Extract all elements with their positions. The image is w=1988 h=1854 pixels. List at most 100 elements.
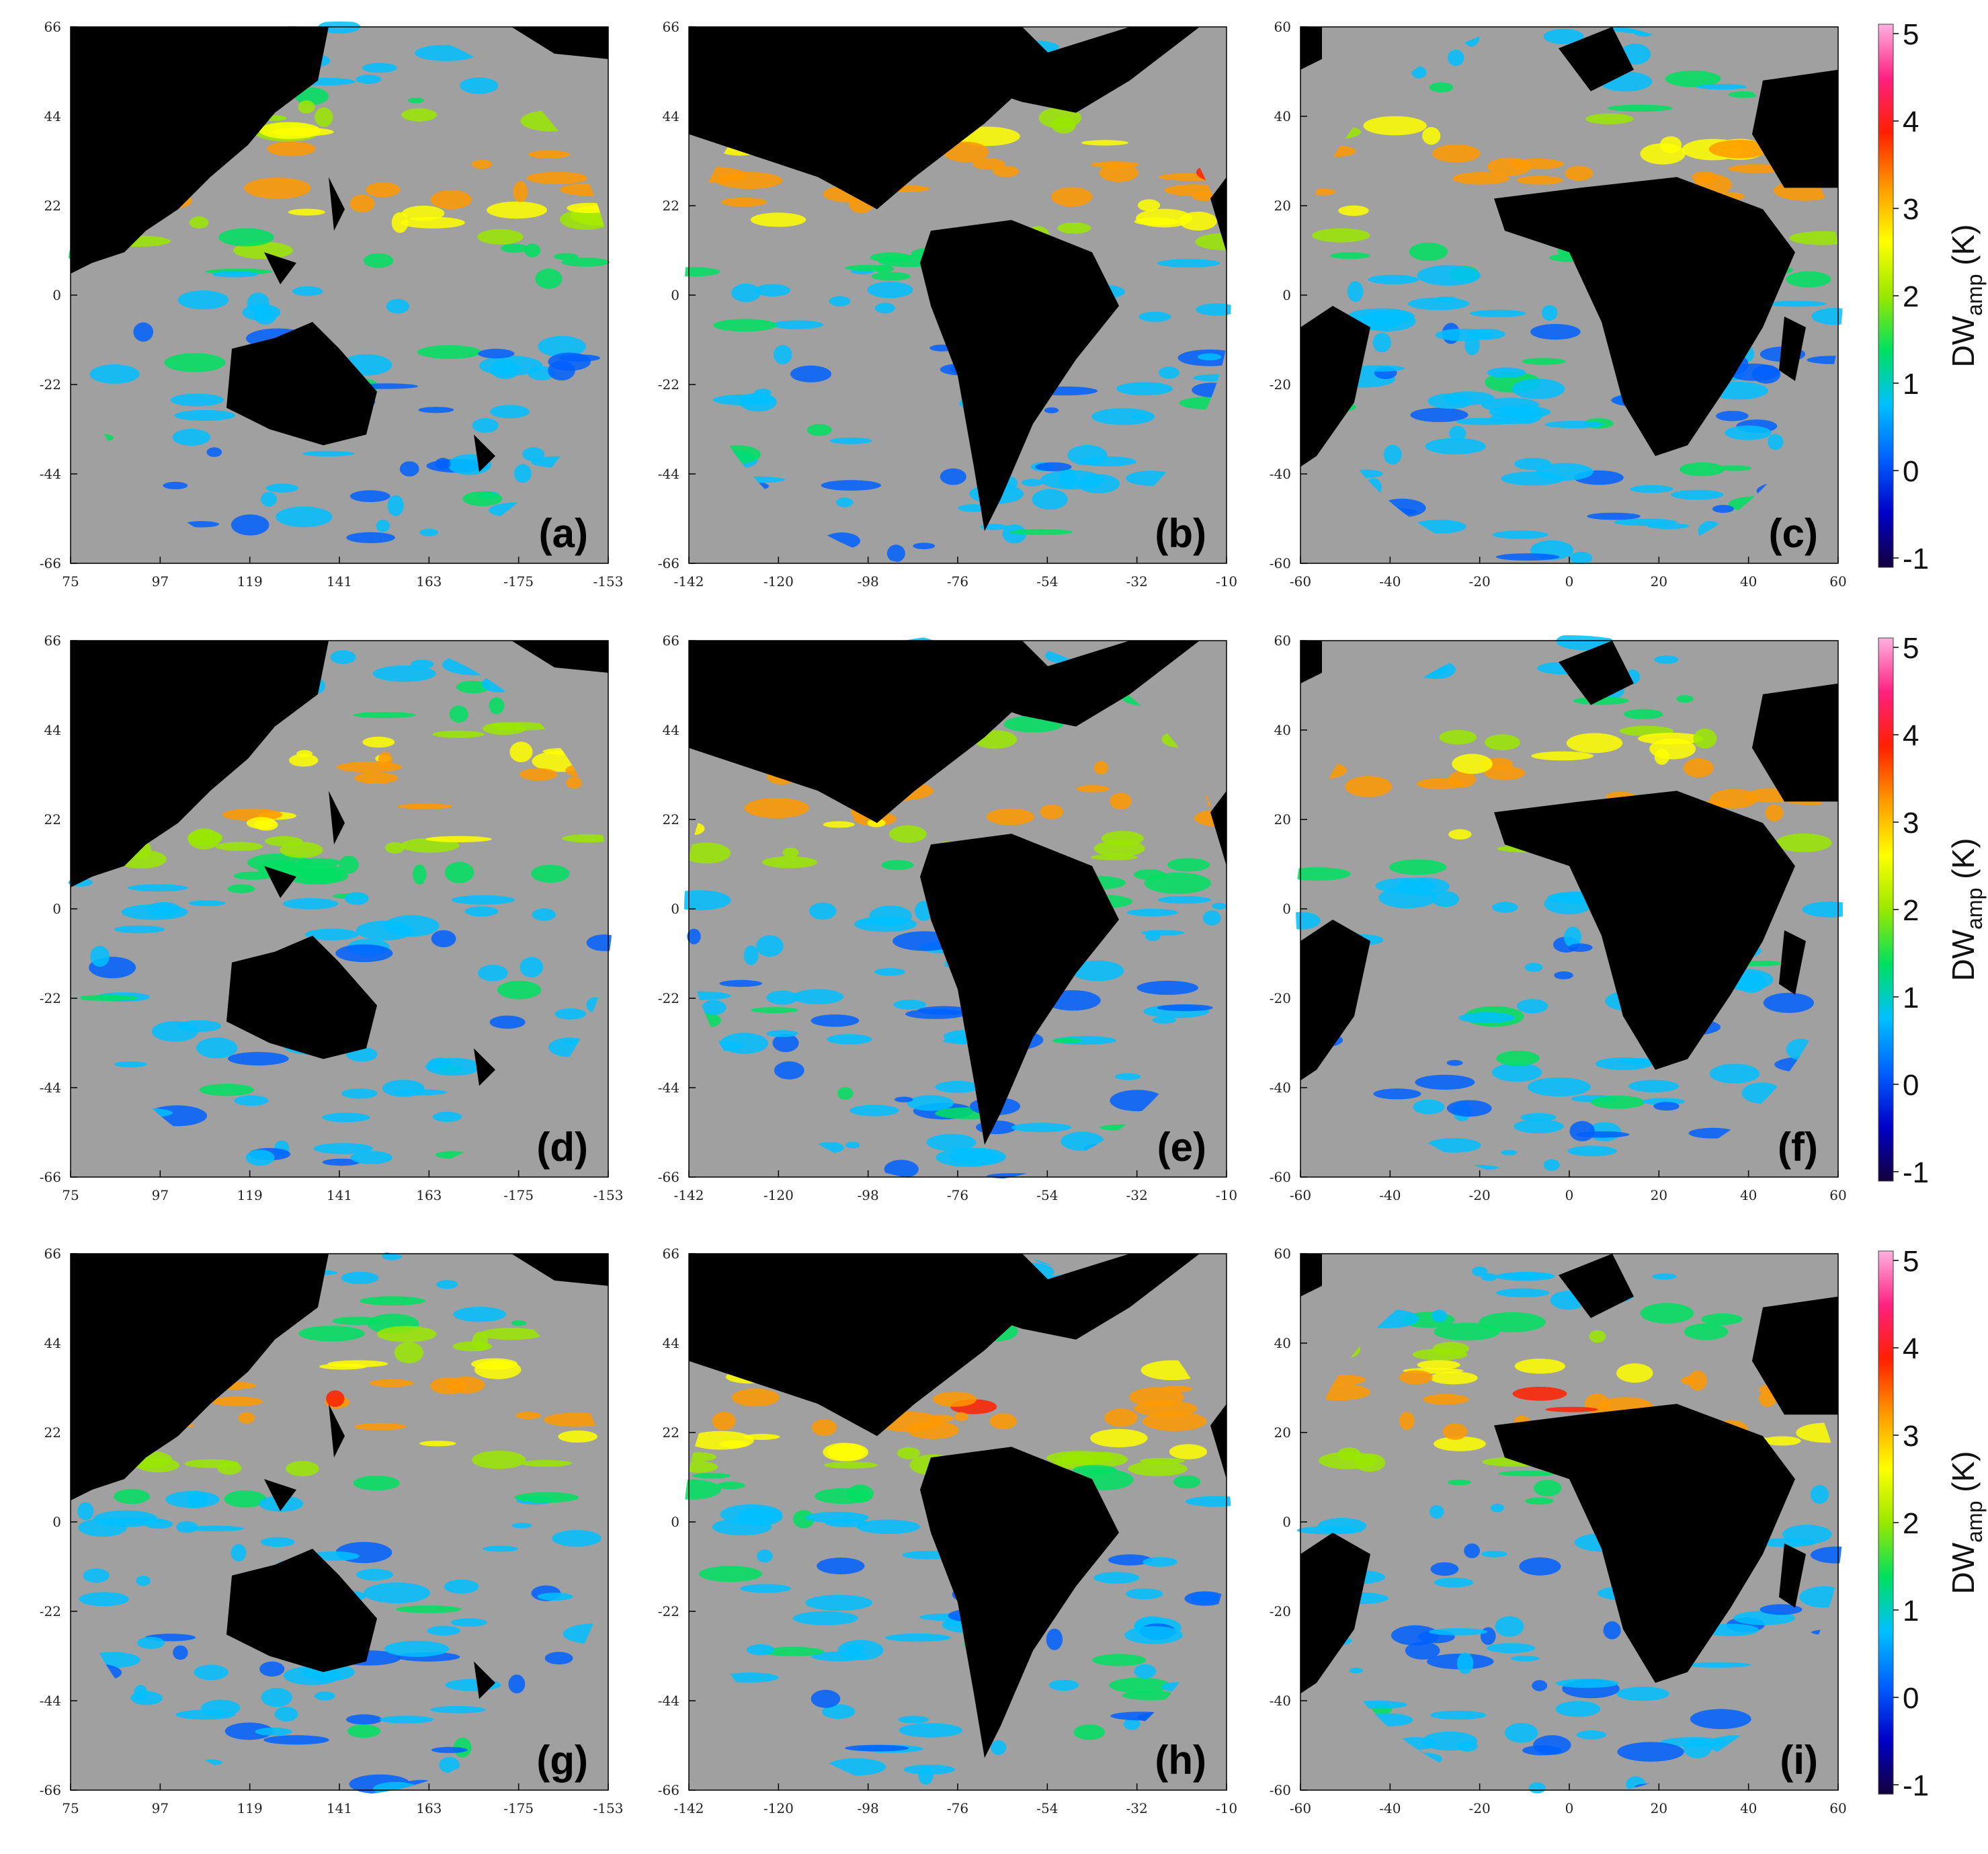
sst-amplitude-patch [1040,470,1104,490]
sst-amplitude-patch [899,1723,962,1738]
sst-amplitude-patch [1368,274,1419,284]
sst-amplitude-patch [1140,1457,1186,1464]
sst-amplitude-patch [430,1705,487,1714]
sst-amplitude-patch [884,1633,951,1642]
sst-amplitude-patch [151,1020,198,1042]
sst-amplitude-patch [472,417,499,433]
land-mass [264,252,296,284]
colorbar-title: DWamp (K) [1946,838,1987,981]
y-tick-label: -60 [1270,1169,1291,1185]
sst-amplitude-patch [285,867,349,885]
x-tick-label: -175 [503,1187,534,1203]
sst-amplitude-patch [894,1096,913,1102]
x-tick-label: -153 [593,1800,624,1816]
sst-amplitude-patch [954,1412,968,1422]
sst-amplitude-patch [376,520,390,532]
sst-amplitude-patch [687,928,701,944]
sst-amplitude-patch [772,1034,799,1053]
sst-amplitude-patch [701,1000,727,1015]
panel-label: (b) [1155,511,1206,556]
colorbar-tick-label: 2 [1903,894,1919,927]
x-tick-label: 141 [327,573,352,590]
sst-amplitude-patch [1009,529,1073,535]
sst-amplitude-patch [247,292,270,314]
sst-amplitude-patch [196,1037,238,1059]
sst-amplitude-patch [886,545,905,563]
sst-amplitude-patch [483,1545,518,1552]
sst-amplitude-patch [1144,872,1211,894]
sst-amplitude-patch [382,1252,403,1260]
sst-amplitude-patch [1568,943,1593,952]
y-tick-label: 44 [663,722,679,738]
sst-amplitude-patch [341,1271,379,1285]
sst-amplitude-patch [1516,999,1548,1014]
sst-amplitude-patch [1501,1272,1554,1279]
sst-amplitude-patch [1116,382,1173,396]
sst-amplitude-patch [1728,164,1785,173]
sst-amplitude-patch [1683,1738,1712,1759]
colorbar-title-sub: amp [1962,888,1987,930]
sst-amplitude-patch [134,1685,148,1701]
colorbar-strip [1878,24,1894,568]
sst-amplitude-patch [133,322,153,342]
sst-amplitude-patch [1709,1063,1760,1084]
sst-amplitude-patch [684,267,720,277]
sst-amplitude-patch [836,497,854,508]
sst-amplitude-patch [1569,551,1593,564]
colorbar-tick-label: -1 [1903,1156,1929,1189]
colorbar-tick-label: 0 [1903,1069,1919,1102]
x-tick-label: -60 [1290,1187,1311,1203]
sst-amplitude-patch [897,1447,921,1459]
sst-amplitude-patch [1046,1451,1114,1465]
sst-amplitude-patch [391,212,409,233]
sst-amplitude-patch [292,286,323,296]
sst-amplitude-patch [756,935,784,957]
sst-amplitude-patch [184,1459,239,1468]
sst-amplitude-patch [1349,1667,1363,1674]
sst-amplitude-patch [932,1392,977,1407]
sst-amplitude-patch [986,808,1034,825]
sst-amplitude-patch [515,1412,541,1420]
sst-amplitude-patch [274,1706,298,1722]
y-tick-label: 44 [44,1335,61,1351]
sst-amplitude-patch [1164,184,1225,197]
sst-amplitude-patch [1184,1591,1226,1606]
sst-amplitude-patch [444,1579,479,1594]
land-mass [1752,683,1838,802]
land-mass [1300,27,1322,70]
sst-amplitude-patch [401,108,438,122]
sst-amplitude-patch [1157,896,1212,904]
sst-amplitude-patch [1429,82,1454,93]
x-tick-label: 141 [327,1187,352,1203]
colorbar-tick-label: 0 [1903,1682,1919,1715]
sst-amplitude-patch [295,87,329,106]
sst-amplitude-patch [261,491,277,507]
sst-amplitude-patch [487,201,548,219]
sst-amplitude-patch [1330,252,1370,259]
y-tick-label: 0 [1282,901,1291,917]
sst-amplitude-patch [298,100,315,114]
sst-amplitude-patch [531,864,570,883]
sst-amplitude-patch [474,1360,522,1379]
sst-amplitude-patch [1799,1586,1843,1608]
y-tick-label: -22 [40,990,61,1006]
sst-amplitude-patch [1434,1436,1486,1451]
x-tick-label: -54 [1036,1187,1058,1203]
x-tick-label: -20 [1469,1800,1491,1816]
sst-amplitude-patch [513,464,532,483]
sst-amplitude-patch [1167,858,1210,872]
sst-amplitude-patch [1587,512,1641,520]
sst-amplitude-patch [349,194,375,213]
sst-amplitude-patch [720,1672,779,1683]
sst-amplitude-patch [1458,1012,1515,1024]
x-tick-label: -54 [1036,1800,1058,1816]
sst-amplitude-patch [559,354,600,362]
x-tick-label: 75 [62,1800,79,1816]
sst-amplitude-patch [90,945,110,967]
panel-label: (g) [536,1738,588,1783]
sst-amplitude-patch [288,754,319,767]
sst-amplitude-patch [336,761,403,773]
sst-amplitude-patch [354,772,398,784]
sst-amplitude-patch [837,1640,884,1660]
sst-amplitude-patch [754,284,790,297]
